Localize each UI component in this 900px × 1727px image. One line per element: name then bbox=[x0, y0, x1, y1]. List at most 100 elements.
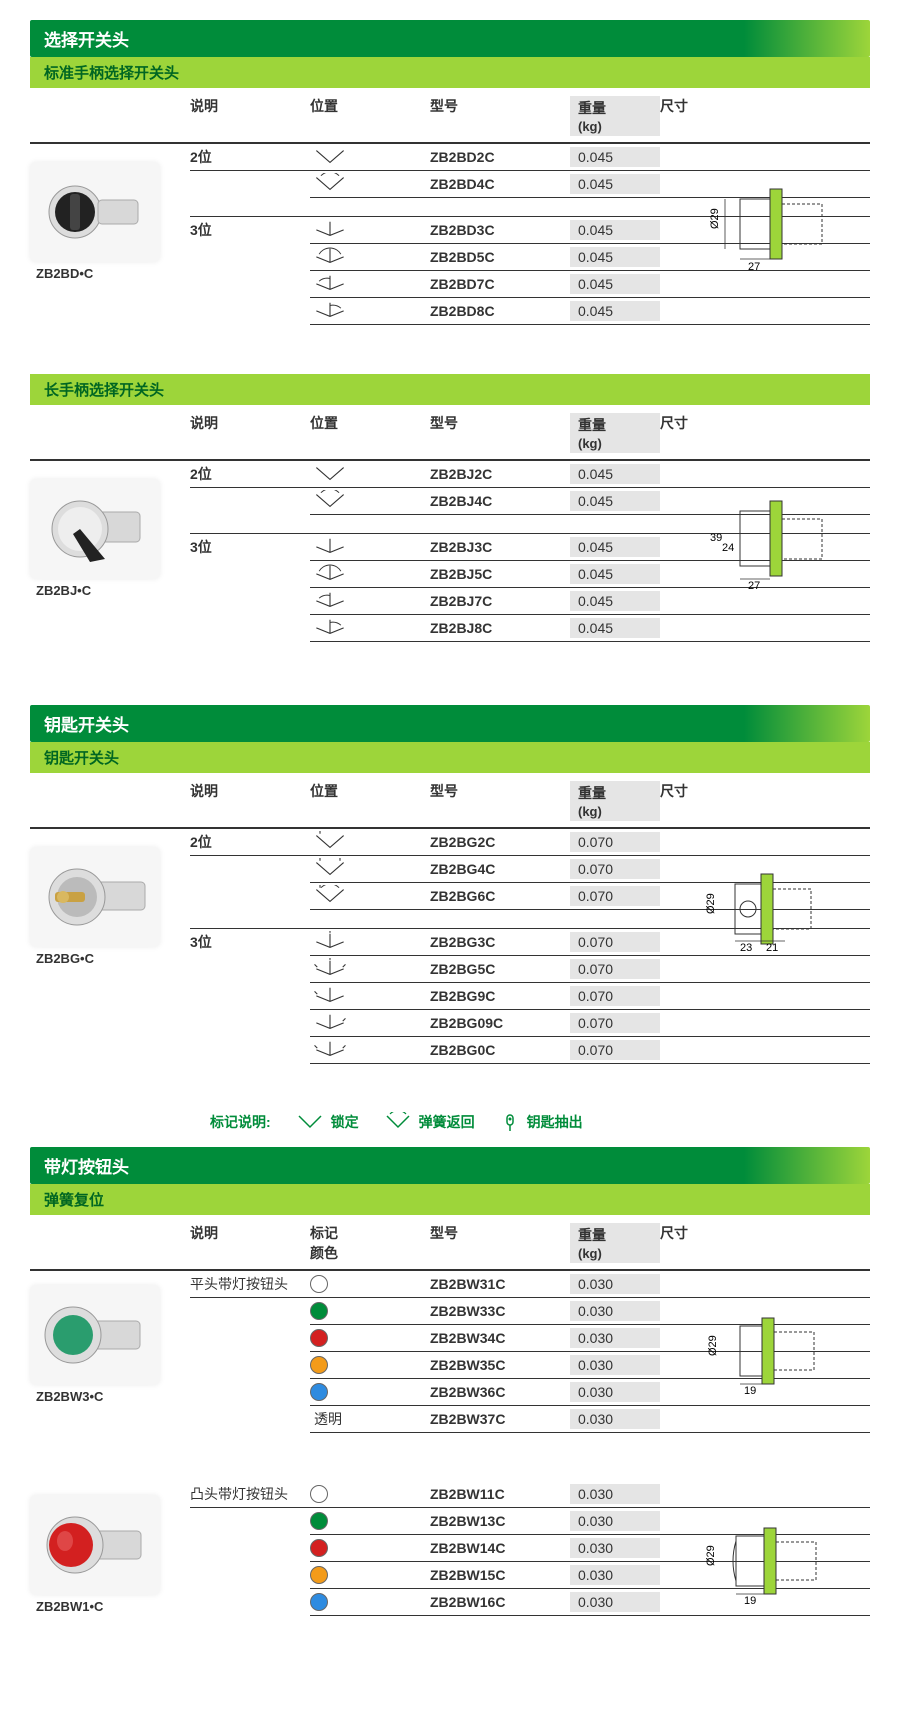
model-cell: ZB2BW14C bbox=[430, 1540, 570, 1556]
position-icon bbox=[310, 273, 430, 296]
color-swatch-icon bbox=[310, 1329, 328, 1347]
product-image-selector-long bbox=[30, 479, 160, 579]
position-icon bbox=[310, 146, 430, 169]
table-row: 2位 ZB2BJ2C 0.045 bbox=[190, 461, 870, 487]
dimension-drawing: Ø29 23 21 bbox=[700, 859, 870, 962]
model-cell: ZB2BG6C bbox=[430, 888, 570, 904]
desc-cell: 3位 bbox=[190, 932, 310, 952]
position-icon bbox=[310, 536, 430, 559]
weight-cell: 0.030 bbox=[570, 1301, 660, 1321]
position-icon bbox=[310, 958, 430, 981]
position-icon bbox=[310, 858, 430, 881]
color-swatch-icon bbox=[310, 1383, 328, 1401]
color-cell bbox=[310, 1275, 430, 1293]
position-icon bbox=[310, 885, 430, 908]
color-swatch-icon bbox=[310, 1512, 328, 1530]
weight-cell: 0.030 bbox=[570, 1409, 660, 1429]
product-image-projecting-lamp bbox=[30, 1495, 160, 1595]
svg-text:23: 23 bbox=[740, 942, 752, 954]
model-cell: ZB2BW15C bbox=[430, 1567, 570, 1583]
color-swatch-icon bbox=[310, 1275, 328, 1293]
section-subtitle: 钥匙开关头 bbox=[30, 742, 870, 773]
color-cell bbox=[310, 1383, 430, 1401]
model-cell: ZB2BD3C bbox=[430, 222, 570, 238]
model-cell: ZB2BJ2C bbox=[430, 466, 570, 482]
svg-text:39: 39 bbox=[710, 532, 722, 544]
product-label: ZB2BW1•C bbox=[30, 1599, 180, 1614]
model-cell: ZB2BG9C bbox=[430, 988, 570, 1004]
weight-cell: 0.045 bbox=[570, 301, 660, 321]
product-image-keyswitch bbox=[30, 847, 160, 947]
table-row: ZB2BJ8C 0.045 bbox=[190, 615, 870, 641]
color-swatch-icon bbox=[310, 1539, 328, 1557]
product-label: ZB2BW3•C bbox=[30, 1389, 180, 1404]
weight-cell: 0.030 bbox=[570, 1484, 660, 1504]
weight-cell: 0.030 bbox=[570, 1328, 660, 1348]
table-row: 平头带灯按钮头 ZB2BW31C 0.030 bbox=[190, 1271, 870, 1297]
weight-cell: 0.030 bbox=[570, 1382, 660, 1402]
weight-cell: 0.045 bbox=[570, 537, 660, 557]
model-cell: ZB2BD2C bbox=[430, 149, 570, 165]
position-icon bbox=[310, 985, 430, 1008]
weight-cell: 0.030 bbox=[570, 1274, 660, 1294]
weight-cell: 0.030 bbox=[570, 1592, 660, 1612]
table-row: 凸头带灯按钮头 ZB2BW11C 0.030 bbox=[190, 1481, 870, 1507]
weight-cell: 0.070 bbox=[570, 1040, 660, 1060]
weight-cell: 0.030 bbox=[570, 1355, 660, 1375]
weight-cell: 0.070 bbox=[570, 932, 660, 952]
color-cell bbox=[310, 1512, 430, 1530]
svg-text:27: 27 bbox=[748, 261, 760, 273]
model-cell: ZB2BG4C bbox=[430, 861, 570, 877]
position-icon bbox=[310, 563, 430, 586]
position-icon bbox=[310, 490, 430, 513]
product-label: ZB2BG•C bbox=[30, 951, 180, 966]
weight-cell: 0.045 bbox=[570, 274, 660, 294]
desc-cell: 2位 bbox=[190, 832, 310, 852]
position-icon bbox=[310, 173, 430, 196]
color-cell bbox=[310, 1593, 430, 1611]
position-icon bbox=[310, 1012, 430, 1035]
section-subtitle: 标准手柄选择开关头 bbox=[30, 57, 870, 88]
svg-text:Ø29: Ø29 bbox=[705, 1545, 717, 1566]
model-cell: ZB2BJ8C bbox=[430, 620, 570, 636]
color-cell: 透明 bbox=[310, 1409, 430, 1429]
model-cell: ZB2BG0C bbox=[430, 1042, 570, 1058]
weight-cell: 0.070 bbox=[570, 986, 660, 1006]
column-headers: 说明 位置 型号 重量(kg) 尺寸 bbox=[30, 88, 870, 142]
color-cell bbox=[310, 1356, 430, 1374]
model-cell: ZB2BW11C bbox=[430, 1486, 570, 1502]
weight-cell: 0.045 bbox=[570, 147, 660, 167]
position-icon bbox=[310, 590, 430, 613]
weight-cell: 0.070 bbox=[570, 832, 660, 852]
product-label: ZB2BJ•C bbox=[30, 583, 180, 598]
dimension-drawing: Ø29 27 bbox=[700, 174, 870, 277]
position-icon bbox=[310, 300, 430, 323]
model-cell: ZB2BJ5C bbox=[430, 566, 570, 582]
weight-cell: 0.045 bbox=[570, 591, 660, 611]
table-row: 2位 ZB2BG2C 0.070 bbox=[190, 829, 870, 855]
table-row: 透明 ZB2BW37C 0.030 bbox=[190, 1406, 870, 1432]
svg-text:27: 27 bbox=[748, 580, 760, 591]
weight-cell: 0.070 bbox=[570, 886, 660, 906]
model-cell: ZB2BG3C bbox=[430, 934, 570, 950]
svg-text:24: 24 bbox=[722, 542, 734, 554]
svg-text:19: 19 bbox=[744, 1385, 756, 1397]
weight-cell: 0.030 bbox=[570, 1565, 660, 1585]
color-cell bbox=[310, 1539, 430, 1557]
model-cell: ZB2BG5C bbox=[430, 961, 570, 977]
table-row: ZB2BD8C 0.045 bbox=[190, 298, 870, 324]
weight-cell: 0.070 bbox=[570, 1013, 660, 1033]
model-cell: ZB2BW36C bbox=[430, 1384, 570, 1400]
weight-cell: 0.045 bbox=[570, 564, 660, 584]
position-icon bbox=[310, 931, 430, 954]
model-cell: ZB2BG09C bbox=[430, 1015, 570, 1031]
column-headers: 说明 位置 型号 重量(kg) 尺寸 bbox=[30, 405, 870, 459]
model-cell: ZB2BW34C bbox=[430, 1330, 570, 1346]
section-subtitle: 长手柄选择开关头 bbox=[30, 374, 870, 405]
svg-text:21: 21 bbox=[766, 942, 778, 954]
weight-cell: 0.045 bbox=[570, 220, 660, 240]
table-row: ZB2BG9C 0.070 bbox=[190, 983, 870, 1009]
color-cell bbox=[310, 1566, 430, 1584]
position-icon bbox=[310, 831, 430, 854]
section-subtitle: 弹簧复位 bbox=[30, 1184, 870, 1215]
